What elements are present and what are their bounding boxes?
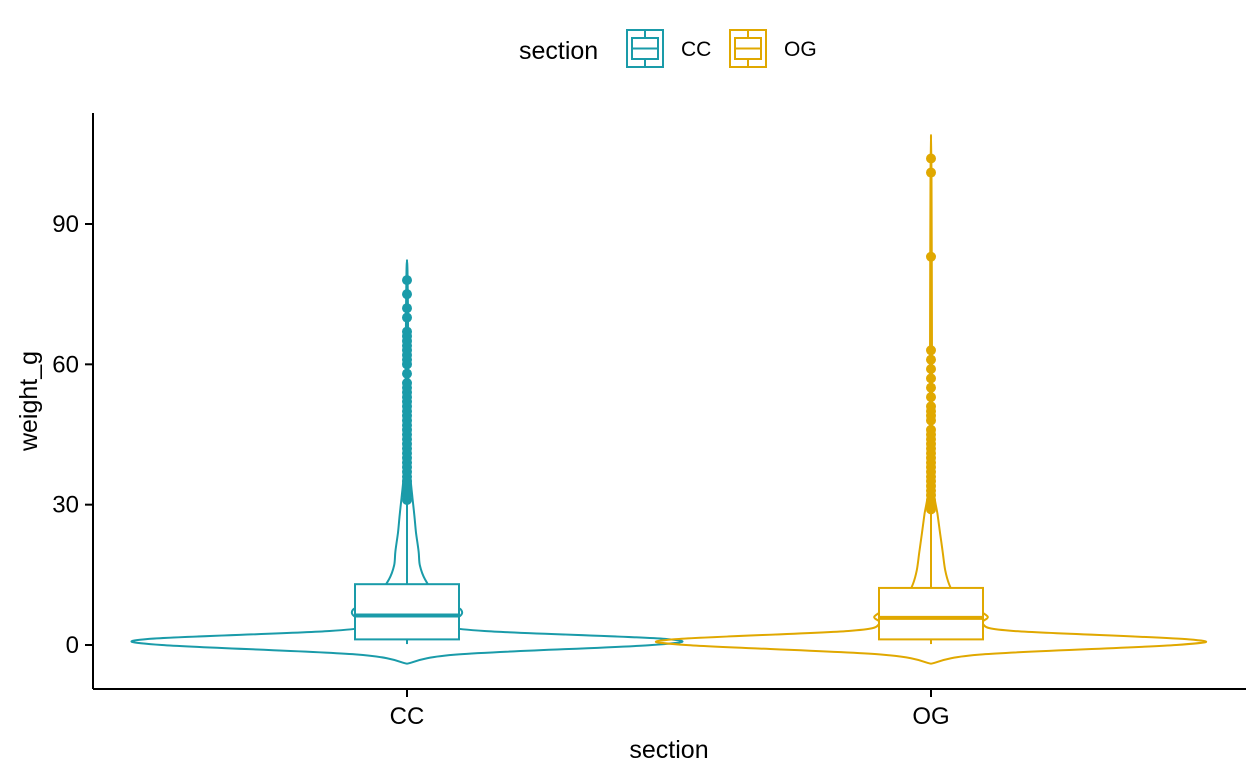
legend-key-og <box>729 29 767 68</box>
legend-label-cc: CC <box>681 38 711 61</box>
y-tick-label: 90 <box>52 211 79 238</box>
x-axis-title: section <box>629 736 708 764</box>
violin-cc <box>130 259 684 665</box>
series-cc <box>130 259 684 665</box>
violin-og <box>654 134 1208 665</box>
box-og <box>878 586 984 641</box>
legend-label-og: OG <box>784 38 817 61</box>
x-tick-label: OG <box>912 703 949 730</box>
box-cc <box>354 583 460 641</box>
legend: section CC OG <box>519 29 817 68</box>
y-tick-label: 60 <box>52 351 79 378</box>
x-tick-label: CC <box>390 703 425 730</box>
legend-title: section <box>519 37 598 65</box>
y-axis-title: weight_g <box>15 351 43 452</box>
axes: 0 30 60 90 CC OG <box>52 113 1246 730</box>
legend-key-cc <box>626 29 664 68</box>
y-tick-label: 0 <box>66 632 79 659</box>
plot-area <box>130 134 1208 665</box>
y-tick-label: 30 <box>52 492 79 519</box>
series-og <box>654 134 1208 665</box>
